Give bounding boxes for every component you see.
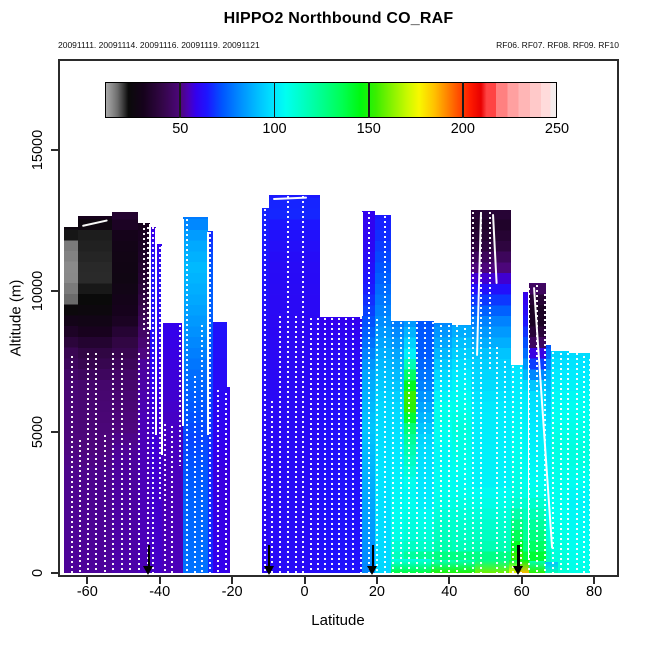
x-tick-mark [375,577,378,584]
colorbar-tick [179,82,182,118]
colorbar-tick [367,82,370,118]
x-tick-label: -60 [76,584,98,600]
colorbar-tick-label: 200 [450,121,475,137]
plot-frame [58,59,619,577]
y-tick-label: 10000 [30,270,46,312]
x-tick-label: -40 [149,584,171,600]
flight-dates-subtitle: 20091111. 20091114. 20091116. 20091119. … [58,40,260,50]
y-tick-mark [51,148,58,151]
y-tick-label: 0 [30,568,46,578]
x-tick-label: 80 [586,584,603,600]
x-tick-mark [448,577,451,584]
y-tick-mark [51,572,58,574]
colorbar-tick-label: 150 [356,121,381,137]
y-axis-label: Altitude (m) [7,279,25,357]
colorbar-tick [273,82,276,118]
colorbar [105,82,557,118]
x-tick-label: 0 [300,584,309,600]
x-tick-mark [520,577,523,584]
colorbar-tick-label: 250 [544,121,570,137]
x-tick-label: -20 [221,584,243,600]
flight-ids-subtitle: RF06. RF07. RF08. RF09. RF10 [496,40,619,50]
y-tick-mark [51,289,58,292]
chart-title: HIPPO2 Northbound CO_RAF [223,10,454,27]
x-tick-mark [231,577,234,584]
x-tick-mark [593,577,596,584]
x-tick-label: 40 [441,584,458,600]
x-tick-label: 60 [513,584,530,600]
colorbar-tick-label: 100 [262,121,287,137]
x-tick-mark [158,577,161,584]
x-tick-mark [86,577,89,584]
y-tick-label: 5000 [30,415,46,449]
x-tick-label: 20 [368,584,385,600]
x-tick-mark [303,577,306,584]
y-tick-label: 15000 [30,129,46,171]
colorbar-tick-label: 50 [172,121,189,137]
x-axis-label: Latitude [311,612,365,629]
colorbar-tick [461,82,464,118]
y-tick-mark [51,431,58,433]
